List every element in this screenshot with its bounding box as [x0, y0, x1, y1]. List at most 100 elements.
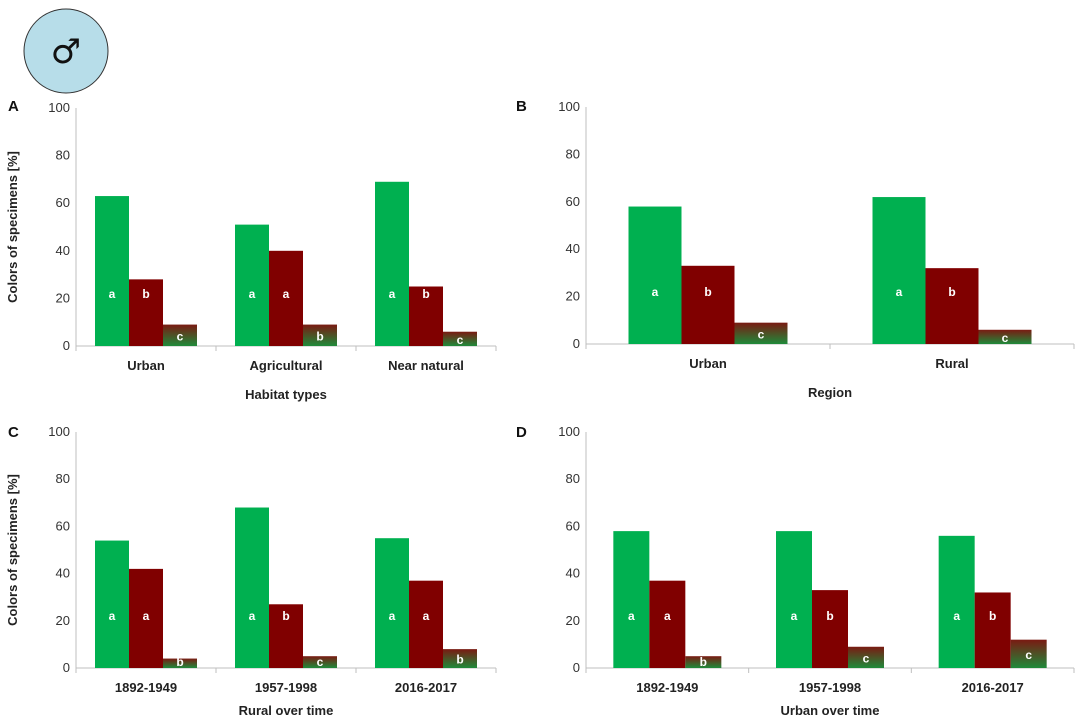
panel-c-ytick: 60 [56, 518, 70, 533]
panel-a-bar-green [375, 181, 409, 346]
panel-d-bar-label: b [826, 609, 833, 623]
panel-d-bar-dark [1010, 639, 1047, 668]
panel-c-bar-dark [303, 656, 337, 668]
panel-c-ytick: 80 [56, 471, 70, 486]
panel-c-bar-label: a [423, 609, 430, 623]
panel-b-bar-label: b [704, 285, 711, 299]
panel-c-y-axis-title: Colors of specimens [%] [5, 474, 20, 626]
panel-c-bar-label: a [109, 609, 116, 623]
male-symbol-badge: ♂ [23, 8, 109, 94]
panel-a-bar-dark [163, 324, 197, 346]
panel-d-category-label: 2016-2017 [962, 680, 1024, 695]
panel-a-x-axis-title: Habitat types [245, 387, 327, 402]
panel-a-bar-label: c [177, 329, 184, 343]
panel-a-ytick: 40 [56, 243, 70, 258]
panel-c-bar-label: a [389, 609, 396, 623]
panel-d-bar-label: a [664, 609, 671, 623]
panel-c-category-label: 2016-2017 [395, 680, 457, 695]
panel-b-bar-red [925, 268, 979, 344]
panel-c-bar-red [409, 580, 443, 668]
panel-c-bar-label: c [317, 655, 324, 669]
panel-d-bar-green [613, 531, 650, 668]
panel-b-bar-dark [978, 329, 1032, 344]
panel-a-bar-label: a [109, 287, 116, 301]
panel-c-bar-green [375, 538, 409, 668]
panel-b-category-label: Urban [689, 356, 727, 371]
panel-a-y-axis-title: Colors of specimens [%] [5, 151, 20, 303]
panel-b-bar-label: c [758, 327, 765, 341]
panel-c-bar-green [235, 507, 269, 668]
panel-c-bar-red [269, 604, 303, 668]
panel-a-bar-label: b [142, 287, 149, 301]
panel-c-bar-label: b [456, 653, 463, 667]
panel-d-ytick: 0 [573, 660, 580, 675]
panel-b-bar-green [872, 197, 926, 344]
panel-b-ytick: 0 [573, 336, 580, 351]
panel-d-category-label: 1892-1949 [636, 680, 698, 695]
panel-a-category-label: Near natural [388, 358, 464, 373]
panel-b-ytick: 100 [558, 99, 580, 114]
panel-a-category-label: Urban [127, 358, 165, 373]
panel-a-bar-red [409, 286, 443, 346]
panel-c-category-label: 1957-1998 [255, 680, 317, 695]
panel-d-ytick: 20 [566, 613, 580, 628]
panel-c-bar-label: a [143, 609, 150, 623]
panel-a-category-label: Agricultural [250, 358, 323, 373]
panel-b-bar-dark [734, 322, 788, 344]
panel-a-ytick: 60 [56, 195, 70, 210]
panel-c-bar-label: b [282, 609, 289, 623]
panel-b-bar-green [628, 206, 682, 344]
panel-a-bar-green [235, 224, 269, 346]
panel-c-bar-red [129, 568, 163, 668]
panel-d-bar-green [776, 531, 812, 668]
panel-c-ytick: 0 [63, 660, 70, 675]
panel-b-ytick: 20 [566, 289, 580, 304]
panel-a-bar-label: a [283, 287, 290, 301]
panel-d-bar-red [812, 590, 848, 668]
panel-b-ytick: 40 [566, 241, 580, 256]
panel-a-bar-label: c [457, 333, 464, 347]
panel-d-x-axis-title: Urban over time [781, 703, 880, 718]
panel-d-label: D [516, 424, 527, 441]
panel-b-ytick: 60 [566, 194, 580, 209]
panel-a-bar-dark [443, 331, 477, 346]
panel-b-bar-red [681, 265, 735, 344]
panel-a-bar-label: b [422, 287, 429, 301]
panel-a-bar-label: a [249, 287, 256, 301]
panel-c-ytick: 40 [56, 566, 70, 581]
male-symbol-icon: ♂ [51, 32, 81, 72]
panel-c-bar-green [95, 540, 129, 668]
panel-d-ytick: 100 [558, 424, 580, 439]
panel-d-bar-red [974, 592, 1011, 668]
panel-a-bar-green [95, 196, 129, 346]
panel-b-bar-label: c [1002, 331, 1009, 345]
panel-c-ytick: 100 [48, 424, 70, 439]
panel-c-category-label: 1892-1949 [115, 680, 177, 695]
panel-d-bar-dark [848, 646, 884, 668]
panel-a-ytick: 0 [63, 338, 70, 353]
panel-d-ytick: 40 [566, 566, 580, 581]
panel-b-bar-label: a [652, 285, 659, 299]
panel-b-label: B [516, 98, 527, 115]
panel-a-label: A [8, 98, 19, 115]
panel-d-bar-red [649, 580, 686, 668]
panel-c-bar-dark [443, 649, 477, 668]
panel-b-chart: B 0 20 40 60 80 100 a b c Urban a b c Rural Region [516, 98, 1075, 400]
panel-d-bar-label: a [791, 609, 798, 623]
panel-a-ytick: 100 [48, 100, 70, 115]
panel-b-bar-label: b [948, 285, 955, 299]
panel-a-bar-label: b [316, 329, 323, 343]
panel-c-bar-dark [163, 658, 197, 668]
panel-d-bar-label: a [628, 609, 635, 623]
panel-d-category-label: 1957-1998 [799, 680, 861, 695]
panel-a-bar-dark [303, 324, 337, 346]
panel-c-bar-label: a [249, 609, 256, 623]
panel-b-category-label: Rural [935, 356, 968, 371]
panel-d-bar-label: c [1025, 648, 1032, 662]
panel-a-bar-label: a [389, 287, 396, 301]
panel-d-ytick: 80 [566, 471, 580, 486]
panel-c-ytick: 20 [56, 613, 70, 628]
panel-a-ytick: 80 [56, 148, 70, 163]
